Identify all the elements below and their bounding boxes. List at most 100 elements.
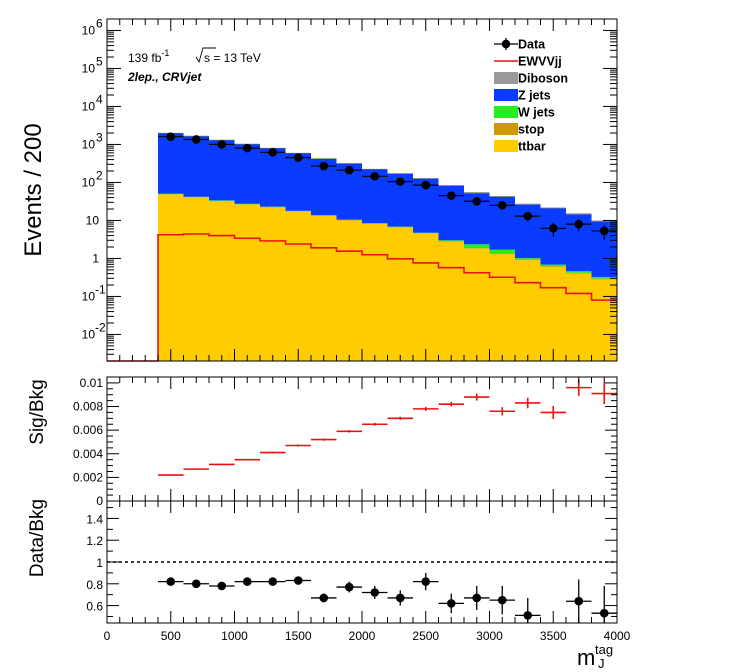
bar-ttbar-2 xyxy=(158,194,184,361)
data-bkg-point-4 xyxy=(217,581,227,591)
main-y-tick-label-1000: 10 xyxy=(82,137,96,151)
bar-ttbar-17 xyxy=(540,266,566,361)
main-y-tick-label-0.01: 10 xyxy=(82,327,96,341)
main-y-label: Events / 200 xyxy=(20,123,47,256)
data-point-5 xyxy=(242,143,252,153)
bar-ttbar-4 xyxy=(209,201,235,361)
data-bkg-point-11 xyxy=(395,593,405,603)
bar-stop-18 xyxy=(566,272,592,274)
bar-stop-16 xyxy=(515,259,541,261)
data-bkg-point-6 xyxy=(268,577,278,586)
main-y-tick-label-100: 10 xyxy=(82,175,96,189)
bar-w-jets-19 xyxy=(591,276,617,279)
signal-line-ewvvjj xyxy=(107,233,617,362)
data-point-9 xyxy=(344,165,354,175)
data-bkg-point-7 xyxy=(293,576,303,585)
legend-label-data: Data xyxy=(518,38,546,52)
data-point-3 xyxy=(191,135,201,144)
data-bkg-point-8 xyxy=(319,593,329,603)
lumi-label: 139 fb-1 xyxy=(128,48,169,65)
data-bkg-y-tick-label-1.4: 1.4 xyxy=(86,512,103,526)
bar-z-jets-5 xyxy=(234,144,260,204)
data-bkg-point-5 xyxy=(242,577,252,586)
sig-bkg-y-tick-label-0.004: 0.004 xyxy=(73,447,103,461)
legend-swatch-z-jets xyxy=(494,89,518,101)
bar-w-jets-16 xyxy=(515,258,541,260)
main-y-tick-exp-1000: 3 xyxy=(96,130,103,144)
data-bkg-point-15 xyxy=(497,595,507,605)
main-y-tick-label-100000: 10 xyxy=(82,61,96,75)
x-label-sub: J xyxy=(598,656,605,671)
data-bkg-y-tick-label-0.6: 0.6 xyxy=(86,600,103,614)
main-y-tick-label-1: 1 xyxy=(92,251,99,265)
data-bkg-point-14 xyxy=(472,593,482,603)
bar-ttbar-12 xyxy=(413,233,439,361)
energy-label: s = 13 TeV xyxy=(195,47,261,65)
main-y-tick-exp-0.1: -1 xyxy=(95,282,106,296)
bar-z-jets-3 xyxy=(183,136,209,197)
bar-ttbar-11 xyxy=(387,227,413,361)
bar-z-jets-6 xyxy=(260,148,286,207)
sig-bkg-x-axis xyxy=(106,377,618,501)
sig-bkg-y-tick-label-0.008: 0.008 xyxy=(73,400,103,414)
x-tick-label-1500: 1500 xyxy=(285,629,312,643)
data-point-14 xyxy=(472,196,482,206)
data-point-19 xyxy=(599,226,609,236)
x-label-sup: tag xyxy=(595,642,613,657)
sig-bkg-y-label: Sig/Bkg xyxy=(27,379,48,444)
sig-bkg-y-tick-label-0: 0 xyxy=(96,494,103,508)
sig-bkg-y-axis: 0 0.002 0.004 0.006 0.008 0.01 xyxy=(73,376,617,508)
main-y-tick-label-1000000: 10 xyxy=(82,23,96,37)
data-bkg-y-label: Data/Bkg xyxy=(27,499,48,577)
data-bkg-x-axis: 0 500 1000 1500 2000 2500 3000 3500 4000 xyxy=(104,501,631,643)
data-point-12 xyxy=(421,180,431,190)
data-point-11 xyxy=(395,177,405,186)
main-y-tick-label-0.1: 10 xyxy=(82,289,96,303)
data-bkg-y-tick-label-1.2: 1.2 xyxy=(86,534,103,548)
legend-label-ewvvjj: EWVVjj xyxy=(518,55,562,69)
main-y-tick-exp-10000: 4 xyxy=(96,92,103,106)
sig-bkg-y-tick-label-0.01: 0.01 xyxy=(80,376,104,390)
bar-w-jets-15 xyxy=(489,249,515,254)
data-bkg-point-13 xyxy=(446,599,456,608)
data-bkg-point-9 xyxy=(344,582,354,592)
x-tick-label-3000: 3000 xyxy=(476,629,503,643)
data-bkg-point-12 xyxy=(421,577,431,586)
data-bkg-point-3 xyxy=(191,579,201,589)
bar-diboson-19 xyxy=(591,220,617,222)
x-tick-label-3500: 3500 xyxy=(540,629,567,643)
data-point-18 xyxy=(574,219,584,229)
legend-label-z-jets: Z jets xyxy=(518,89,551,103)
bar-stop-14 xyxy=(464,248,490,249)
data-bkg-point-16 xyxy=(523,611,533,620)
sig-bkg-frame xyxy=(106,376,618,502)
data-point-16 xyxy=(523,211,533,221)
sqrt-icon xyxy=(195,47,216,64)
legend-swatch-data xyxy=(501,39,511,49)
lumi-value: 139 fb xyxy=(128,51,162,65)
data-bkg-panel: 0.6 0.8 1 1.2 1.4 0 500 1000 1500 2000 2500 3000 35… xyxy=(27,499,631,643)
main-y-tick-exp-100000: 5 xyxy=(96,54,103,68)
data-point-7 xyxy=(293,153,303,162)
data-bkg-point-10 xyxy=(370,588,380,597)
bar-ttbar-19 xyxy=(591,279,617,361)
data-bkg-point-18 xyxy=(574,596,584,606)
bar-z-jets-2 xyxy=(158,133,184,194)
main-y-tick-label-10: 10 xyxy=(86,213,100,227)
bar-w-jets-12 xyxy=(413,232,439,234)
region-label: 2lep., CRVjet xyxy=(127,70,202,84)
legend-swatch-ttbar xyxy=(494,140,518,152)
legend-swatch-w-jets xyxy=(494,106,518,118)
legend-swatch-stop xyxy=(494,123,518,135)
data-bkg-y-axis: 0.6 0.8 1 1.2 1.4 xyxy=(86,507,617,617)
main-x-axis xyxy=(106,19,618,361)
lumi-exponent: -1 xyxy=(161,48,169,58)
bar-ttbar-6 xyxy=(260,207,286,361)
bar-ttbar-8 xyxy=(311,216,337,361)
x-tick-label-2500: 2500 xyxy=(412,629,439,643)
legend-label-w-jets: W jets xyxy=(518,106,555,120)
bar-ttbar-7 xyxy=(285,211,311,361)
x-tick-label-2000: 2000 xyxy=(349,629,376,643)
